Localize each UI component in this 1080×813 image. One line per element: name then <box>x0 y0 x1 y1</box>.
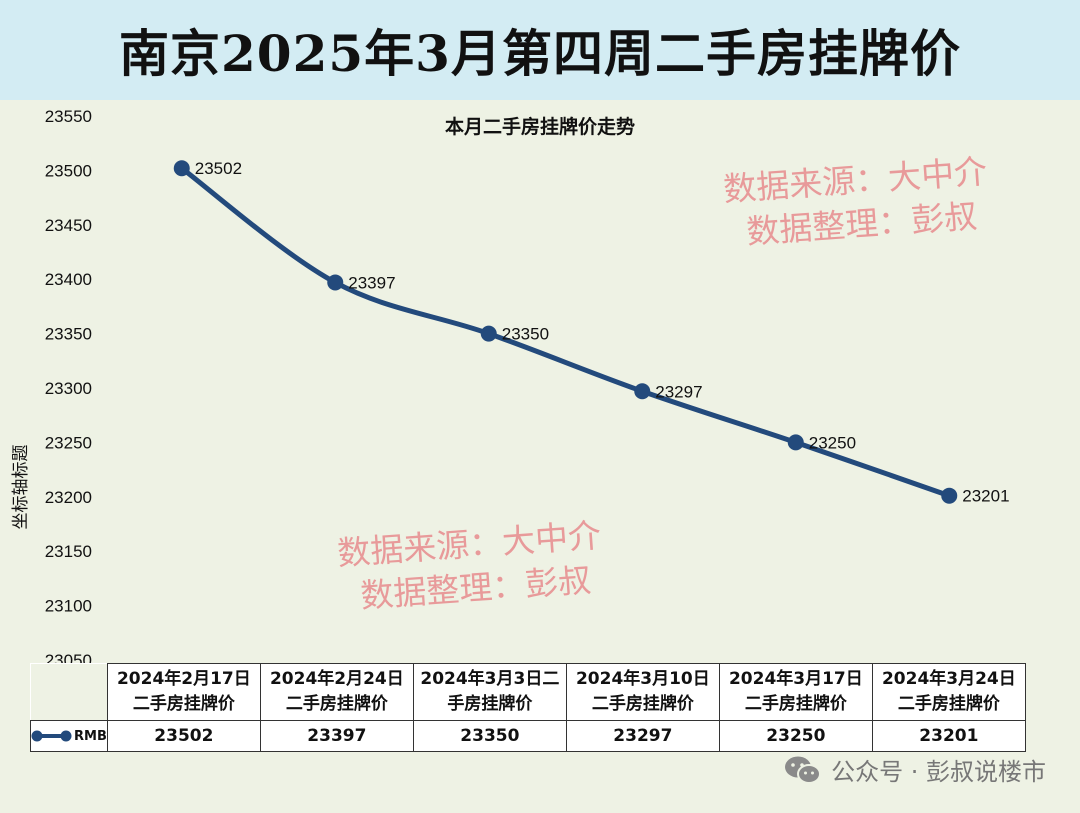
wechat-icon <box>785 756 822 784</box>
data-point <box>787 434 804 451</box>
data-point <box>173 160 190 177</box>
y-tick-label: 23300 <box>45 379 92 398</box>
y-tick-label: 23550 <box>45 107 92 126</box>
footer-text: 公众号 · 彭叔说楼市 <box>831 758 1046 786</box>
table-column-header: 2024年3月24日 二手房挂牌价 <box>871 663 1026 721</box>
data-point <box>327 274 344 291</box>
column-header-line: 2024年2月17日 <box>116 669 251 689</box>
table-cell: 23201 <box>871 720 1026 752</box>
legend-key: RMB <box>31 728 107 744</box>
table-column-header: 2024年2月24日 二手房挂牌价 <box>259 663 414 721</box>
table-cell: 23350 <box>412 720 567 752</box>
watermark-top: 数据来源：大中介 数据整理：彭叔 <box>722 150 991 256</box>
y-tick-label: 23150 <box>45 542 92 561</box>
y-tick-label: 23200 <box>45 488 92 507</box>
data-label: 23350 <box>502 325 549 344</box>
watermark-center: 数据来源：大中介 数据整理：彭叔 <box>336 514 605 620</box>
column-header-line: 二手房挂牌价 <box>591 694 694 714</box>
column-header-line: 2024年3月3日二 <box>420 669 560 689</box>
table-cell: 23250 <box>718 720 873 752</box>
table-column-header: 2024年3月17日 二手房挂牌价 <box>718 663 873 721</box>
y-tick-label: 23100 <box>45 597 92 616</box>
column-header-line: 二手房挂牌价 <box>897 694 1000 714</box>
column-header-line: 2024年3月10日 <box>575 669 710 689</box>
data-point <box>480 325 497 342</box>
data-label: 23201 <box>962 487 1009 506</box>
data-label: 23502 <box>195 159 242 178</box>
legend-cell: RMB <box>30 720 108 752</box>
table-column-header: 2024年3月3日二 手房挂牌价 <box>412 663 567 721</box>
table-cell: 23397 <box>259 720 414 752</box>
legend-label: RMB <box>74 728 107 744</box>
page-title: 南京2025年3月第四周二手房挂牌价 <box>119 24 961 83</box>
column-header-line: 二手房挂牌价 <box>132 694 235 714</box>
column-header-line: 2024年2月24日 <box>269 669 404 689</box>
chart-area: 本月二手房挂牌价走势坐标轴标题 23550 23500 23450 23400 23350… <box>0 100 1080 813</box>
footer: 公众号 · 彭叔说楼市 <box>783 752 1046 787</box>
y-tick-label: 23450 <box>45 216 92 235</box>
y-axis-title: 坐标轴标题 <box>11 445 31 530</box>
column-header-line: 手房挂牌价 <box>447 694 533 714</box>
y-tick-label: 23400 <box>45 270 92 289</box>
column-header-line: 2024年3月17日 <box>728 669 863 689</box>
series-line <box>179 165 952 499</box>
column-header-line: 二手房挂牌价 <box>285 694 388 714</box>
data-label: 23250 <box>809 433 856 452</box>
table-column-header: 2024年2月17日 二手房挂牌价 <box>106 663 261 721</box>
table-row: RMB 23502 23397 23350 23297 23250 23201 <box>30 720 1026 752</box>
header-banner: 南京2025年3月第四周二手房挂牌价 <box>0 0 1080 100</box>
table-corner <box>30 663 108 721</box>
table-column-header: 2024年3月10日 二手房挂牌价 <box>565 663 720 721</box>
data-table: 2024年2月17日 二手房挂牌价 2024年2月24日 二手房挂牌价 2024年3月3… <box>30 663 1026 752</box>
data-label: 23297 <box>655 382 702 401</box>
y-tick-label: 23250 <box>45 433 92 452</box>
data-label: 23397 <box>348 273 395 292</box>
data-point <box>634 383 651 400</box>
column-header-line: 2024年3月24日 <box>881 669 1016 689</box>
y-tick-label: 23500 <box>45 161 92 180</box>
chart-title: 本月二手房挂牌价走势 <box>445 115 635 138</box>
table-cell: 23502 <box>106 720 261 752</box>
data-point <box>941 487 958 504</box>
column-header-line: 二手房挂牌价 <box>744 694 847 714</box>
table-cell: 23297 <box>565 720 720 752</box>
y-tick-label: 23350 <box>45 325 92 344</box>
legend-line-icon <box>31 730 72 742</box>
table-header-row: 2024年2月17日 二手房挂牌价 2024年2月24日 二手房挂牌价 2024年3月3… <box>30 663 1026 721</box>
